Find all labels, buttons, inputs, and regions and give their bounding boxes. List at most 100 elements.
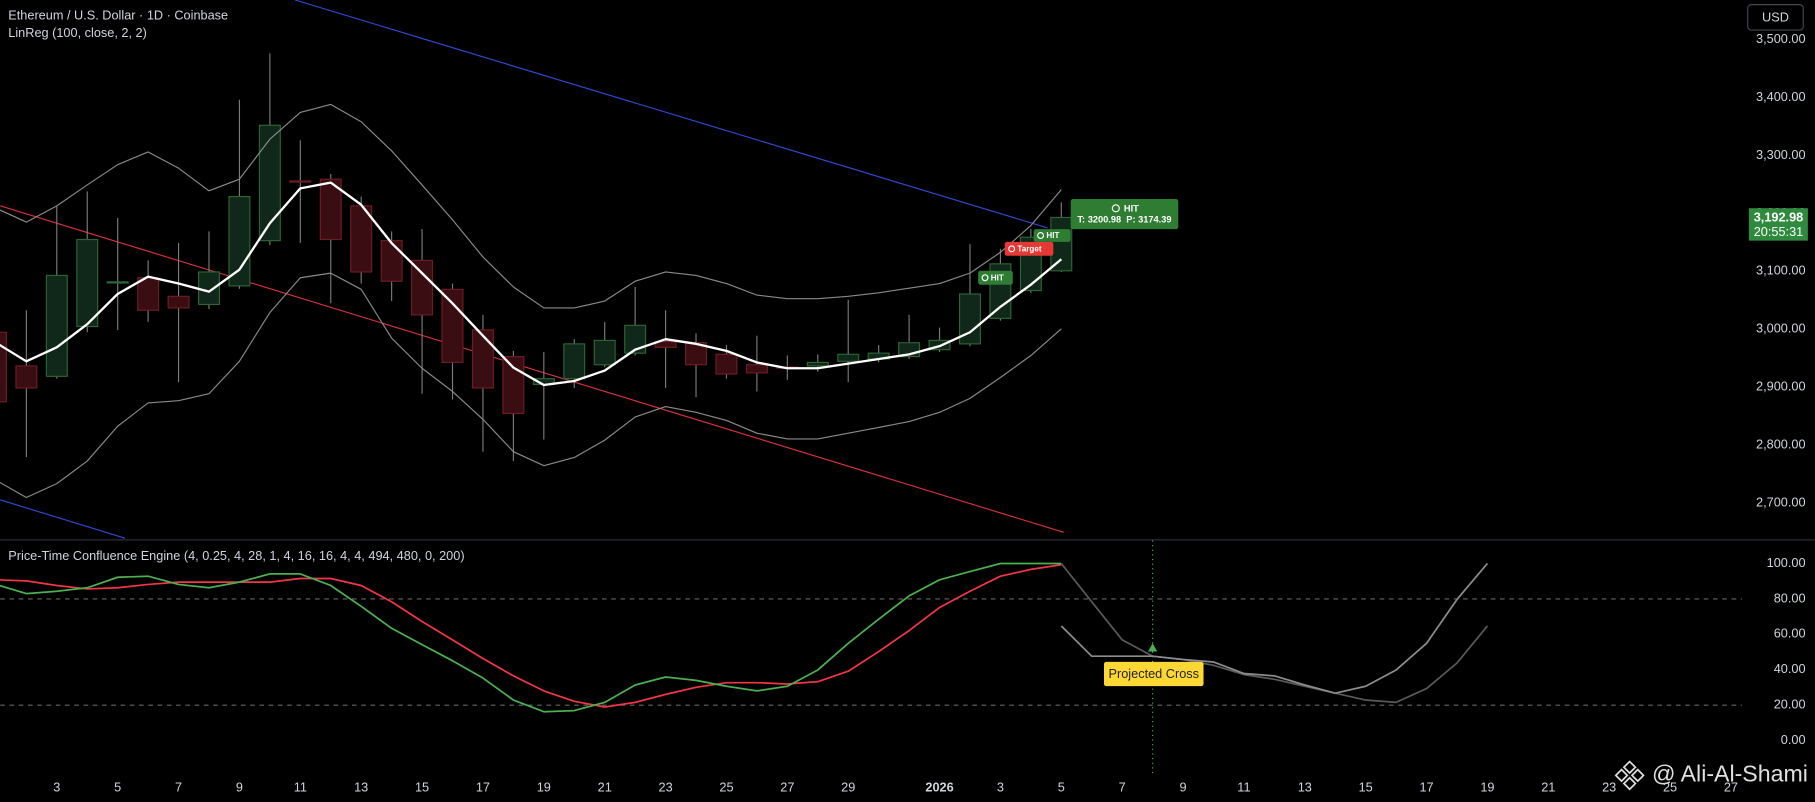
x-tick-label: 9 <box>236 779 243 794</box>
indicator-label: LinReg (100, close, 2, 2) <box>8 25 147 40</box>
candle-body <box>441 288 464 364</box>
x-tick-label: 7 <box>175 779 182 794</box>
last-price: 3,192.98 <box>1754 209 1804 224</box>
x-tick-label: 9 <box>1180 779 1187 794</box>
logo-part <box>1622 776 1637 791</box>
candle-body <box>471 329 494 389</box>
candle-body <box>137 277 160 311</box>
cross-marker <box>1147 643 1158 652</box>
logo-part <box>1614 768 1629 783</box>
trend-line <box>0 499 126 539</box>
annotation-tag <box>1033 229 1071 242</box>
x-tick-label: 23 <box>1602 779 1616 794</box>
x-tick-label: 19 <box>1480 779 1494 794</box>
x-tick-label: 3 <box>997 779 1004 794</box>
candle-body <box>15 365 38 389</box>
x-tick-label: 15 <box>415 779 429 794</box>
trend-line <box>0 205 1064 533</box>
cross-label: Projected Cross <box>1109 666 1199 681</box>
annotation-icon <box>1037 232 1045 239</box>
candle-body <box>593 339 616 366</box>
currency-box[interactable] <box>1747 4 1804 31</box>
annotation-box <box>1070 199 1179 230</box>
candle-body <box>958 293 981 345</box>
candle-body <box>0 331 7 403</box>
logo-part <box>1622 760 1637 775</box>
indicator-line <box>1060 562 1489 695</box>
annotation-tag <box>978 270 1013 285</box>
annotation-text: HIT <box>1046 231 1059 240</box>
y-tick-label: 2,700.00 <box>1756 495 1806 510</box>
logo-part <box>1630 768 1645 783</box>
y-tick-label: 2,800.00 <box>1756 437 1806 452</box>
y-tick-label: 3,300.00 <box>1756 147 1806 162</box>
candle-body <box>745 364 768 374</box>
candle-body <box>228 196 251 287</box>
indicator-line <box>1060 562 1489 704</box>
linreg-line <box>0 181 1063 387</box>
watermark-logo <box>1614 760 1645 791</box>
x-tick-label: 27 <box>780 779 794 794</box>
y-tick-label: 3,400.00 <box>1756 89 1806 104</box>
linreg-line <box>0 272 1062 499</box>
annotation-detail: T: 3200.98 P: 3174.39 <box>1077 214 1171 224</box>
candle-body <box>106 281 129 284</box>
cross-label-box <box>1103 661 1204 687</box>
candle-body <box>411 259 434 316</box>
annotation-text: Target <box>1017 245 1041 254</box>
candle-body <box>380 240 403 282</box>
watermark: @ Ali-Al-Shami <box>1652 760 1808 786</box>
y-tick-label: 80.00 <box>1774 590 1806 605</box>
candle-body <box>563 343 586 380</box>
trend-line <box>294 0 1048 229</box>
y-tick-label: 0.00 <box>1781 732 1806 747</box>
chart-title: Ethereum / U.S. Dollar · 1D · Coinbase <box>8 8 228 23</box>
x-tick-label: 7 <box>1119 779 1126 794</box>
x-tick-label: 5 <box>114 779 121 794</box>
candle-body <box>624 324 647 354</box>
y-tick-label: 3,000.00 <box>1756 321 1806 336</box>
x-tick-label: 13 <box>354 779 368 794</box>
linreg-line <box>0 103 1062 309</box>
indicator-line <box>0 562 1062 713</box>
annotation-tag <box>1004 241 1054 256</box>
x-tick-label: 21 <box>598 779 612 794</box>
x-tick-label: 3 <box>53 779 60 794</box>
y-tick-label: 3,100.00 <box>1756 263 1806 278</box>
candle-body <box>806 361 829 367</box>
x-tick-label: 13 <box>1298 779 1312 794</box>
candle-body <box>654 340 677 348</box>
x-tick-label: 15 <box>1359 779 1373 794</box>
indicator-title: Price-Time Confluence Engine (4, 0.25, 4… <box>8 548 464 563</box>
x-tick-label: 25 <box>1663 779 1677 794</box>
x-tick-label: 23 <box>659 779 673 794</box>
x-tick-label: 17 <box>476 779 490 794</box>
x-tick-label: 11 <box>1237 779 1250 794</box>
y-tick-label: 20.00 <box>1774 697 1806 712</box>
x-tick-label: 27 <box>1724 779 1738 794</box>
candle-body <box>167 295 190 309</box>
x-tick-label: 2026 <box>925 779 953 794</box>
countdown: 20:55:31 <box>1754 224 1804 239</box>
x-tick-label: 11 <box>294 779 307 794</box>
candle-body <box>289 180 312 183</box>
candle-body <box>1050 216 1073 272</box>
y-tick-label: 2,900.00 <box>1756 379 1806 394</box>
candle-body <box>198 271 220 306</box>
candle-body <box>715 353 738 375</box>
x-tick-label: 17 <box>1419 779 1433 794</box>
candle-body <box>319 178 342 241</box>
annotation-icon <box>1111 204 1120 213</box>
currency[interactable]: USD <box>1762 9 1789 24</box>
y-tick-label: 100.00 <box>1767 555 1806 570</box>
x-tick-label: 29 <box>841 779 855 794</box>
candle-body <box>258 124 281 242</box>
annotation-text: HIT <box>991 273 1004 282</box>
annotation-icon <box>981 274 989 282</box>
x-tick-label: 5 <box>1058 779 1065 794</box>
candle-body <box>502 356 525 415</box>
x-tick-label: 19 <box>537 779 551 794</box>
